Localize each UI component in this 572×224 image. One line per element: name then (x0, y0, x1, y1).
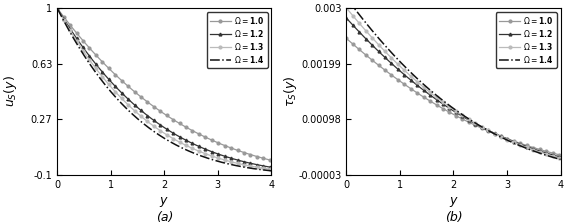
$\Omega = \mathbf{1.4}$ (413, 76, 420, 79)
$\Omega = \mathbf{1.3}$ (80, 49, 86, 52)
$\Omega = \mathbf{1.4}$ (138, 121, 145, 124)
$\Omega = \mathbf{1.2}$ (478, 125, 484, 128)
$\Omega = \mathbf{1.0}$ (209, 139, 216, 142)
$\Omega = \mathbf{1.0}$ (189, 129, 196, 132)
$\Omega = \mathbf{1.0}$ (138, 96, 145, 99)
Text: (a): (a) (156, 211, 173, 224)
$\Omega = \mathbf{1.4}$ (208, 158, 215, 161)
$\Omega = \mathbf{1.2}$ (209, 151, 216, 153)
$\Omega = \mathbf{1.3}$ (208, 155, 215, 157)
$\Omega = \mathbf{1.4}$ (209, 158, 216, 161)
$\Omega = \mathbf{1.0}$ (343, 37, 349, 40)
$\Omega = \mathbf{1.4}$ (369, 29, 376, 32)
$\Omega = \mathbf{1.2}$ (80, 46, 86, 49)
Line: $\Omega = \mathbf{1.0}$: $\Omega = \mathbf{1.0}$ (56, 7, 273, 162)
$\Omega = \mathbf{1.0}$ (124, 84, 130, 87)
$\Omega = \mathbf{1.3}$ (343, 6, 349, 9)
$\Omega = \mathbf{1.0}$ (80, 39, 86, 42)
$\Omega = \mathbf{1.3}$ (557, 157, 564, 159)
Y-axis label: $u_S(y)$: $u_S(y)$ (2, 75, 19, 107)
$\Omega = \mathbf{1.3}$ (498, 135, 505, 138)
$\Omega = \mathbf{1.3}$ (54, 7, 61, 9)
$\Omega = \mathbf{1.2}$ (138, 110, 145, 113)
$\Omega = \mathbf{1.4}$ (498, 136, 505, 138)
Legend: $\Omega = \mathbf{1.0}$, $\Omega = \mathbf{1.2}$, $\Omega = \mathbf{1.3}$, $\Ome: $\Omega = \mathbf{1.0}$, $\Omega = \math… (496, 12, 557, 68)
$\Omega = \mathbf{1.3}$ (268, 168, 275, 171)
Legend: $\Omega = \mathbf{1.0}$, $\Omega = \mathbf{1.2}$, $\Omega = \mathbf{1.3}$, $\Ome: $\Omega = \mathbf{1.0}$, $\Omega = \math… (206, 12, 268, 68)
$\Omega = \mathbf{1.3}$ (478, 125, 484, 128)
$\Omega = \mathbf{1.0}$ (498, 135, 505, 138)
$\Omega = \mathbf{1.4}$ (557, 158, 564, 161)
$\Omega = \mathbf{1.2}$ (189, 142, 196, 144)
$\Omega = \mathbf{1.4}$ (428, 90, 435, 92)
Line: $\Omega = \mathbf{1.2}$: $\Omega = \mathbf{1.2}$ (345, 17, 562, 159)
$\Omega = \mathbf{1.2}$ (343, 17, 349, 19)
$\Omega = \mathbf{1.3}$ (369, 36, 376, 39)
$\Omega = \mathbf{1.2}$ (268, 166, 275, 169)
$\Omega = \mathbf{1.4}$ (54, 7, 61, 9)
$\Omega = \mathbf{1.0}$ (208, 139, 215, 142)
Y-axis label: $\tau_S(y)$: $\tau_S(y)$ (282, 76, 299, 107)
Line: $\Omega = \mathbf{1.2}$: $\Omega = \mathbf{1.2}$ (56, 7, 273, 169)
Line: $\Omega = \mathbf{1.3}$: $\Omega = \mathbf{1.3}$ (56, 7, 273, 171)
$\Omega = \mathbf{1.4}$ (268, 170, 275, 172)
$\Omega = \mathbf{1.0}$ (499, 135, 506, 138)
$\Omega = \mathbf{1.2}$ (124, 97, 130, 99)
$\Omega = \mathbf{1.2}$ (498, 135, 505, 138)
$\Omega = \mathbf{1.0}$ (557, 154, 564, 157)
$\Omega = \mathbf{1.3}$ (413, 80, 420, 82)
$\Omega = \mathbf{1.0}$ (54, 7, 61, 9)
$\Omega = \mathbf{1.4}$ (189, 151, 196, 154)
$\Omega = \mathbf{1.0}$ (369, 59, 376, 61)
Line: $\Omega = \mathbf{1.4}$: $\Omega = \mathbf{1.4}$ (346, 0, 561, 159)
$\Omega = \mathbf{1.2}$ (54, 7, 61, 9)
$\Omega = \mathbf{1.3}$ (124, 102, 130, 105)
$\Omega = \mathbf{1.4}$ (499, 136, 506, 139)
X-axis label: $y$: $y$ (448, 195, 458, 209)
$\Omega = \mathbf{1.2}$ (557, 156, 564, 158)
$\Omega = \mathbf{1.2}$ (369, 44, 376, 46)
$\Omega = \mathbf{1.4}$ (80, 52, 86, 55)
$\Omega = \mathbf{1.3}$ (138, 116, 145, 118)
Line: $\Omega = \mathbf{1.3}$: $\Omega = \mathbf{1.3}$ (345, 6, 562, 160)
$\Omega = \mathbf{1.3}$ (189, 147, 196, 149)
$\Omega = \mathbf{1.0}$ (428, 100, 435, 103)
$\Omega = \mathbf{1.3}$ (428, 92, 435, 95)
$\Omega = \mathbf{1.3}$ (209, 155, 216, 158)
$\Omega = \mathbf{1.2}$ (208, 150, 215, 153)
$\Omega = \mathbf{1.0}$ (478, 127, 484, 129)
$\Omega = \mathbf{1.2}$ (413, 83, 420, 86)
$\Omega = \mathbf{1.0}$ (413, 91, 420, 94)
$\Omega = \mathbf{1.0}$ (268, 159, 275, 162)
$\Omega = \mathbf{1.2}$ (428, 95, 435, 97)
X-axis label: $y$: $y$ (160, 195, 169, 209)
$\Omega = \mathbf{1.3}$ (499, 136, 506, 138)
Line: $\Omega = \mathbf{1.0}$: $\Omega = \mathbf{1.0}$ (345, 37, 562, 157)
$\Omega = \mathbf{1.2}$ (499, 135, 506, 138)
$\Omega = \mathbf{1.4}$ (124, 108, 130, 110)
$\Omega = \mathbf{1.4}$ (478, 125, 484, 128)
Text: (b): (b) (444, 211, 462, 224)
Line: $\Omega = \mathbf{1.4}$: $\Omega = \mathbf{1.4}$ (57, 8, 272, 171)
